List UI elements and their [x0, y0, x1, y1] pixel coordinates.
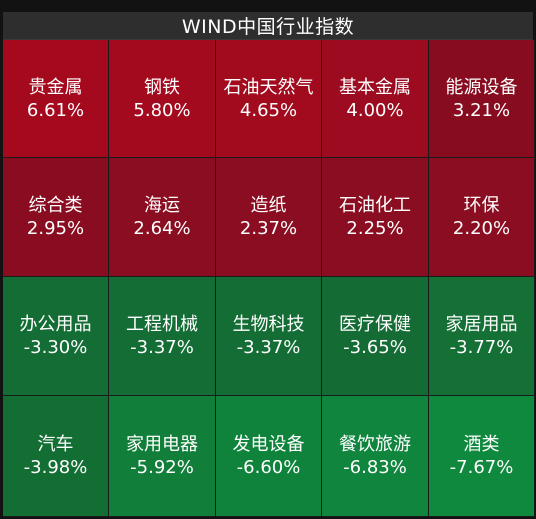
industry-name: 办公用品 — [19, 314, 92, 335]
industry-name: 汽车 — [37, 434, 74, 455]
industry-tile[interactable]: 办公用品 -3.30% — [3, 277, 109, 396]
industry-change: -3.98% — [23, 457, 88, 478]
industry-tile[interactable]: 家居用品 -3.77% — [429, 277, 535, 396]
industry-name: 家用电器 — [126, 434, 198, 455]
industry-tile[interactable]: 家用电器 -5.92% — [109, 396, 216, 517]
industry-name: 综合类 — [28, 195, 83, 216]
industry-name: 餐饮旅游 — [339, 434, 411, 455]
industry-tile[interactable]: 石油天然气 4.65% — [216, 40, 322, 158]
industry-heatmap: 贵金属 6.61% 钢铁 5.80% 石油天然气 4.65% 基本金属 4.00% 能源… — [3, 40, 535, 517]
industry-change: -3.30% — [23, 337, 88, 358]
industry-change: 4.65% — [239, 99, 298, 121]
industry-name: 钢铁 — [144, 76, 180, 98]
industry-name: 贵金属 — [28, 76, 83, 98]
industry-tile[interactable]: 工程机械 -3.37% — [109, 277, 216, 396]
industry-name: 环保 — [463, 195, 500, 216]
industry-tile[interactable]: 生物科技 -3.37% — [216, 277, 322, 396]
industry-name: 酒类 — [463, 434, 500, 455]
industry-tile[interactable]: 医疗保健 -3.65% — [322, 277, 429, 396]
page-title: WIND中国行业指数 — [181, 16, 355, 38]
industry-tile[interactable]: 基本金属 4.00% — [322, 40, 429, 158]
industry-name: 石油天然气 — [223, 76, 314, 98]
industry-change: 3.21% — [452, 99, 511, 121]
industry-name: 医疗保健 — [339, 314, 411, 335]
industry-tile[interactable]: 酒类 -7.67% — [429, 396, 535, 517]
industry-name: 发电设备 — [232, 434, 305, 455]
industry-change: -3.37% — [236, 337, 301, 358]
industry-name: 工程机械 — [126, 314, 198, 335]
industry-tile[interactable]: 发电设备 -6.60% — [216, 396, 322, 517]
industry-change: -3.37% — [130, 337, 194, 358]
industry-name: 基本金属 — [339, 76, 411, 98]
industry-tile[interactable]: 汽车 -3.98% — [3, 396, 109, 517]
industry-change: 2.25% — [346, 218, 404, 239]
industry-change: -7.67% — [449, 457, 514, 478]
page-title-bar: WIND中国行业指数 — [3, 12, 533, 40]
industry-tile[interactable]: 能源设备 3.21% — [429, 40, 535, 158]
industry-change: 2.64% — [133, 218, 191, 239]
industry-change: 6.61% — [26, 99, 85, 121]
industry-change: -3.65% — [343, 337, 407, 358]
industry-name: 海运 — [144, 195, 180, 216]
industry-name: 生物科技 — [232, 314, 305, 335]
industry-tile[interactable]: 海运 2.64% — [109, 158, 216, 277]
industry-change: -3.77% — [449, 337, 514, 358]
industry-name: 石油化工 — [339, 195, 411, 216]
industry-tile[interactable]: 贵金属 6.61% — [3, 40, 109, 158]
industry-change: 4.00% — [346, 99, 404, 121]
industry-change: 2.20% — [452, 218, 511, 239]
industry-change: -6.60% — [236, 457, 301, 478]
industry-tile[interactable]: 餐饮旅游 -6.83% — [322, 396, 429, 517]
industry-change: 2.95% — [26, 218, 85, 239]
industry-name: 家居用品 — [445, 314, 518, 335]
industry-tile[interactable]: 钢铁 5.80% — [109, 40, 216, 158]
industry-change: 2.37% — [239, 218, 298, 239]
industry-change: -6.83% — [343, 457, 407, 478]
industry-tile[interactable]: 环保 2.20% — [429, 158, 535, 277]
industry-name: 造纸 — [250, 195, 287, 216]
industry-tile[interactable]: 综合类 2.95% — [3, 158, 109, 277]
industry-name: 能源设备 — [445, 76, 518, 98]
industry-change: 5.80% — [133, 99, 191, 121]
industry-tile[interactable]: 石油化工 2.25% — [322, 158, 429, 277]
industry-change: -5.92% — [130, 457, 194, 478]
industry-tile[interactable]: 造纸 2.37% — [216, 158, 322, 277]
